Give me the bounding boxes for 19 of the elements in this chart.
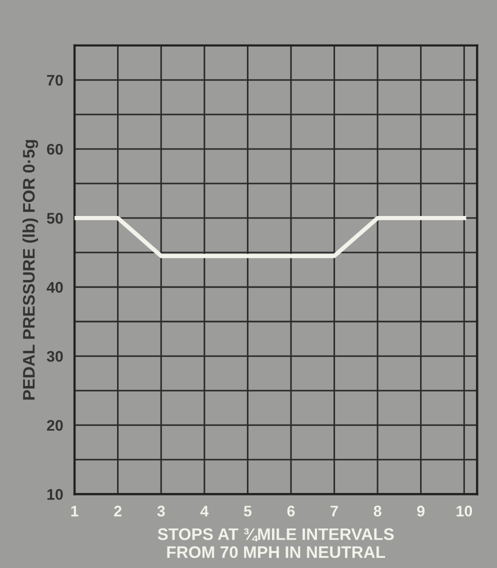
y-tick-label: 20 [46,420,63,431]
x-tick-label: 10 [456,506,472,516]
x-tick-label: 7 [330,506,338,516]
x-tick-label: 1 [71,506,78,516]
y-axis-title: PEDAL PRESSURE (lb) FOR 0·5g [22,140,38,400]
x-tick-label: 5 [244,506,252,516]
x-tick-label: 4 [200,506,209,516]
y-tick-label: 30 [46,350,63,362]
x-tick-label: 3 [157,506,165,517]
x-axis-title: STOPS AT ¾MILE INTERVALS FROM 70 MPH IN NEUTRAL [158,528,394,558]
x-tick-label: 8 [374,506,382,516]
y-tick-label: 50 [46,212,63,224]
x-tick-label: 2 [114,506,122,516]
x-tick-label: 6 [287,506,295,516]
y-tick-label: 70 [47,74,63,86]
y-tick-label: 60 [47,144,63,155]
x-tick-label: 9 [417,506,425,516]
y-tick-label: 10 [47,489,63,500]
y-tick-label: 40 [46,282,63,293]
